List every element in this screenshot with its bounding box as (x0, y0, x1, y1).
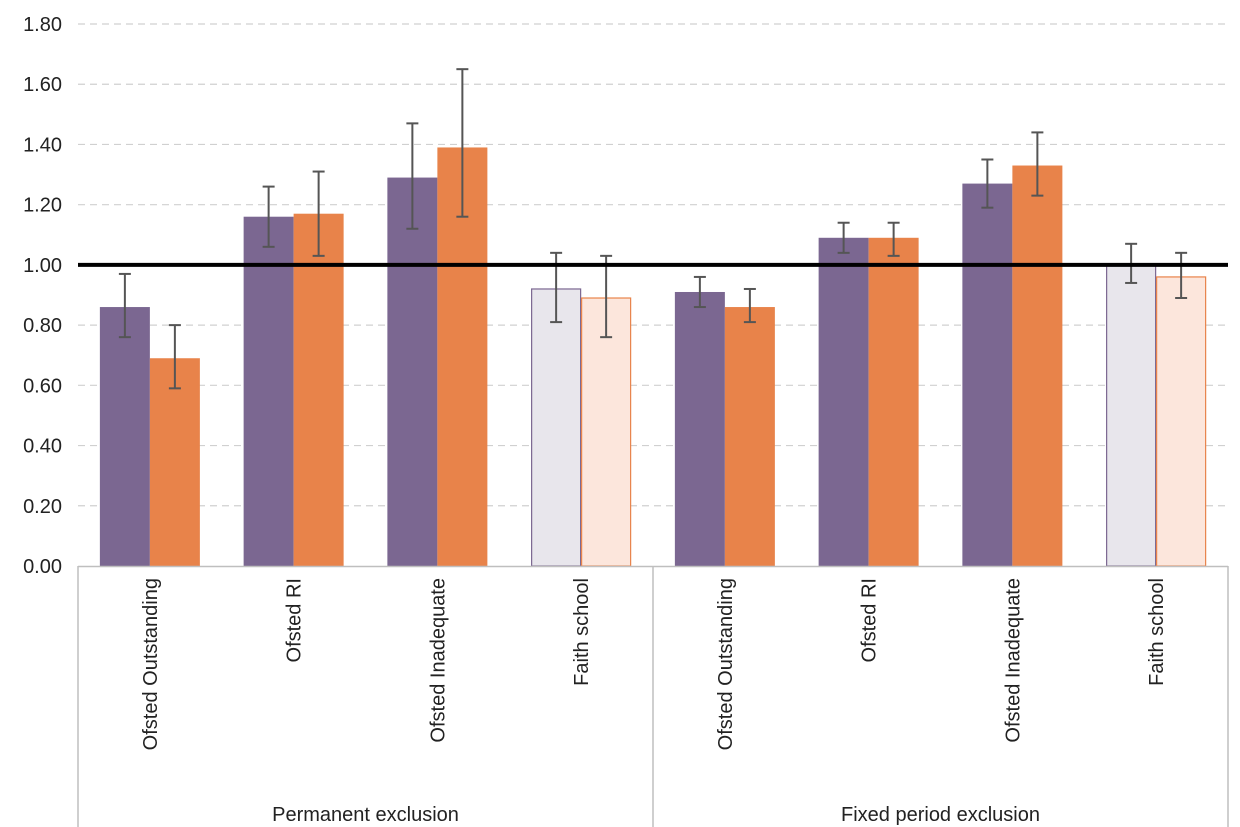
bar (581, 297, 632, 567)
y-tick-label: 0.00 (23, 556, 62, 578)
y-tick-label: 1.60 (23, 74, 62, 96)
bar (1156, 276, 1207, 567)
category-label: Faith school (1146, 578, 1168, 686)
bar (387, 177, 438, 567)
category-label: Ofsted Inadequate (1002, 578, 1024, 743)
bar (1106, 264, 1157, 567)
bar (818, 237, 869, 567)
category-label: Ofsted RI (284, 578, 306, 662)
error-bars (118, 68, 1188, 390)
bar (1012, 165, 1063, 566)
category-label: Faith school (571, 578, 593, 686)
y-tick-label: 0.40 (23, 436, 62, 458)
bar (243, 216, 294, 566)
bar (724, 307, 775, 566)
bar (293, 213, 344, 566)
bar (531, 288, 582, 567)
bar (674, 291, 725, 566)
bar (962, 183, 1013, 567)
y-tick-label: 0.20 (23, 496, 62, 518)
group-label: Fixed period exclusion (841, 804, 1040, 826)
y-tick-label: 1.40 (23, 134, 62, 156)
y-tick-label: 1.20 (23, 195, 62, 217)
y-tick-label: 0.80 (23, 315, 62, 337)
y-tick-label: 0.60 (23, 375, 62, 397)
category-label: Ofsted Outstanding (715, 578, 737, 750)
labels: 0.00 0.20 0.40 0.60 0.80 1.00 1.20 1.40 1.60 1.80… (23, 14, 1168, 826)
bar (99, 307, 150, 566)
axes (77, 565, 1229, 827)
y-tick-label: 1.80 (23, 14, 62, 36)
bar (149, 358, 200, 566)
category-label: Ofsted Outstanding (140, 578, 162, 750)
y-tick-label: 1.00 (23, 255, 62, 277)
category-label: Ofsted Inadequate (427, 578, 449, 743)
bars (99, 147, 1207, 567)
bar (868, 237, 919, 567)
group-label: Permanent exclusion (272, 804, 459, 826)
category-label: Ofsted RI (859, 578, 881, 662)
